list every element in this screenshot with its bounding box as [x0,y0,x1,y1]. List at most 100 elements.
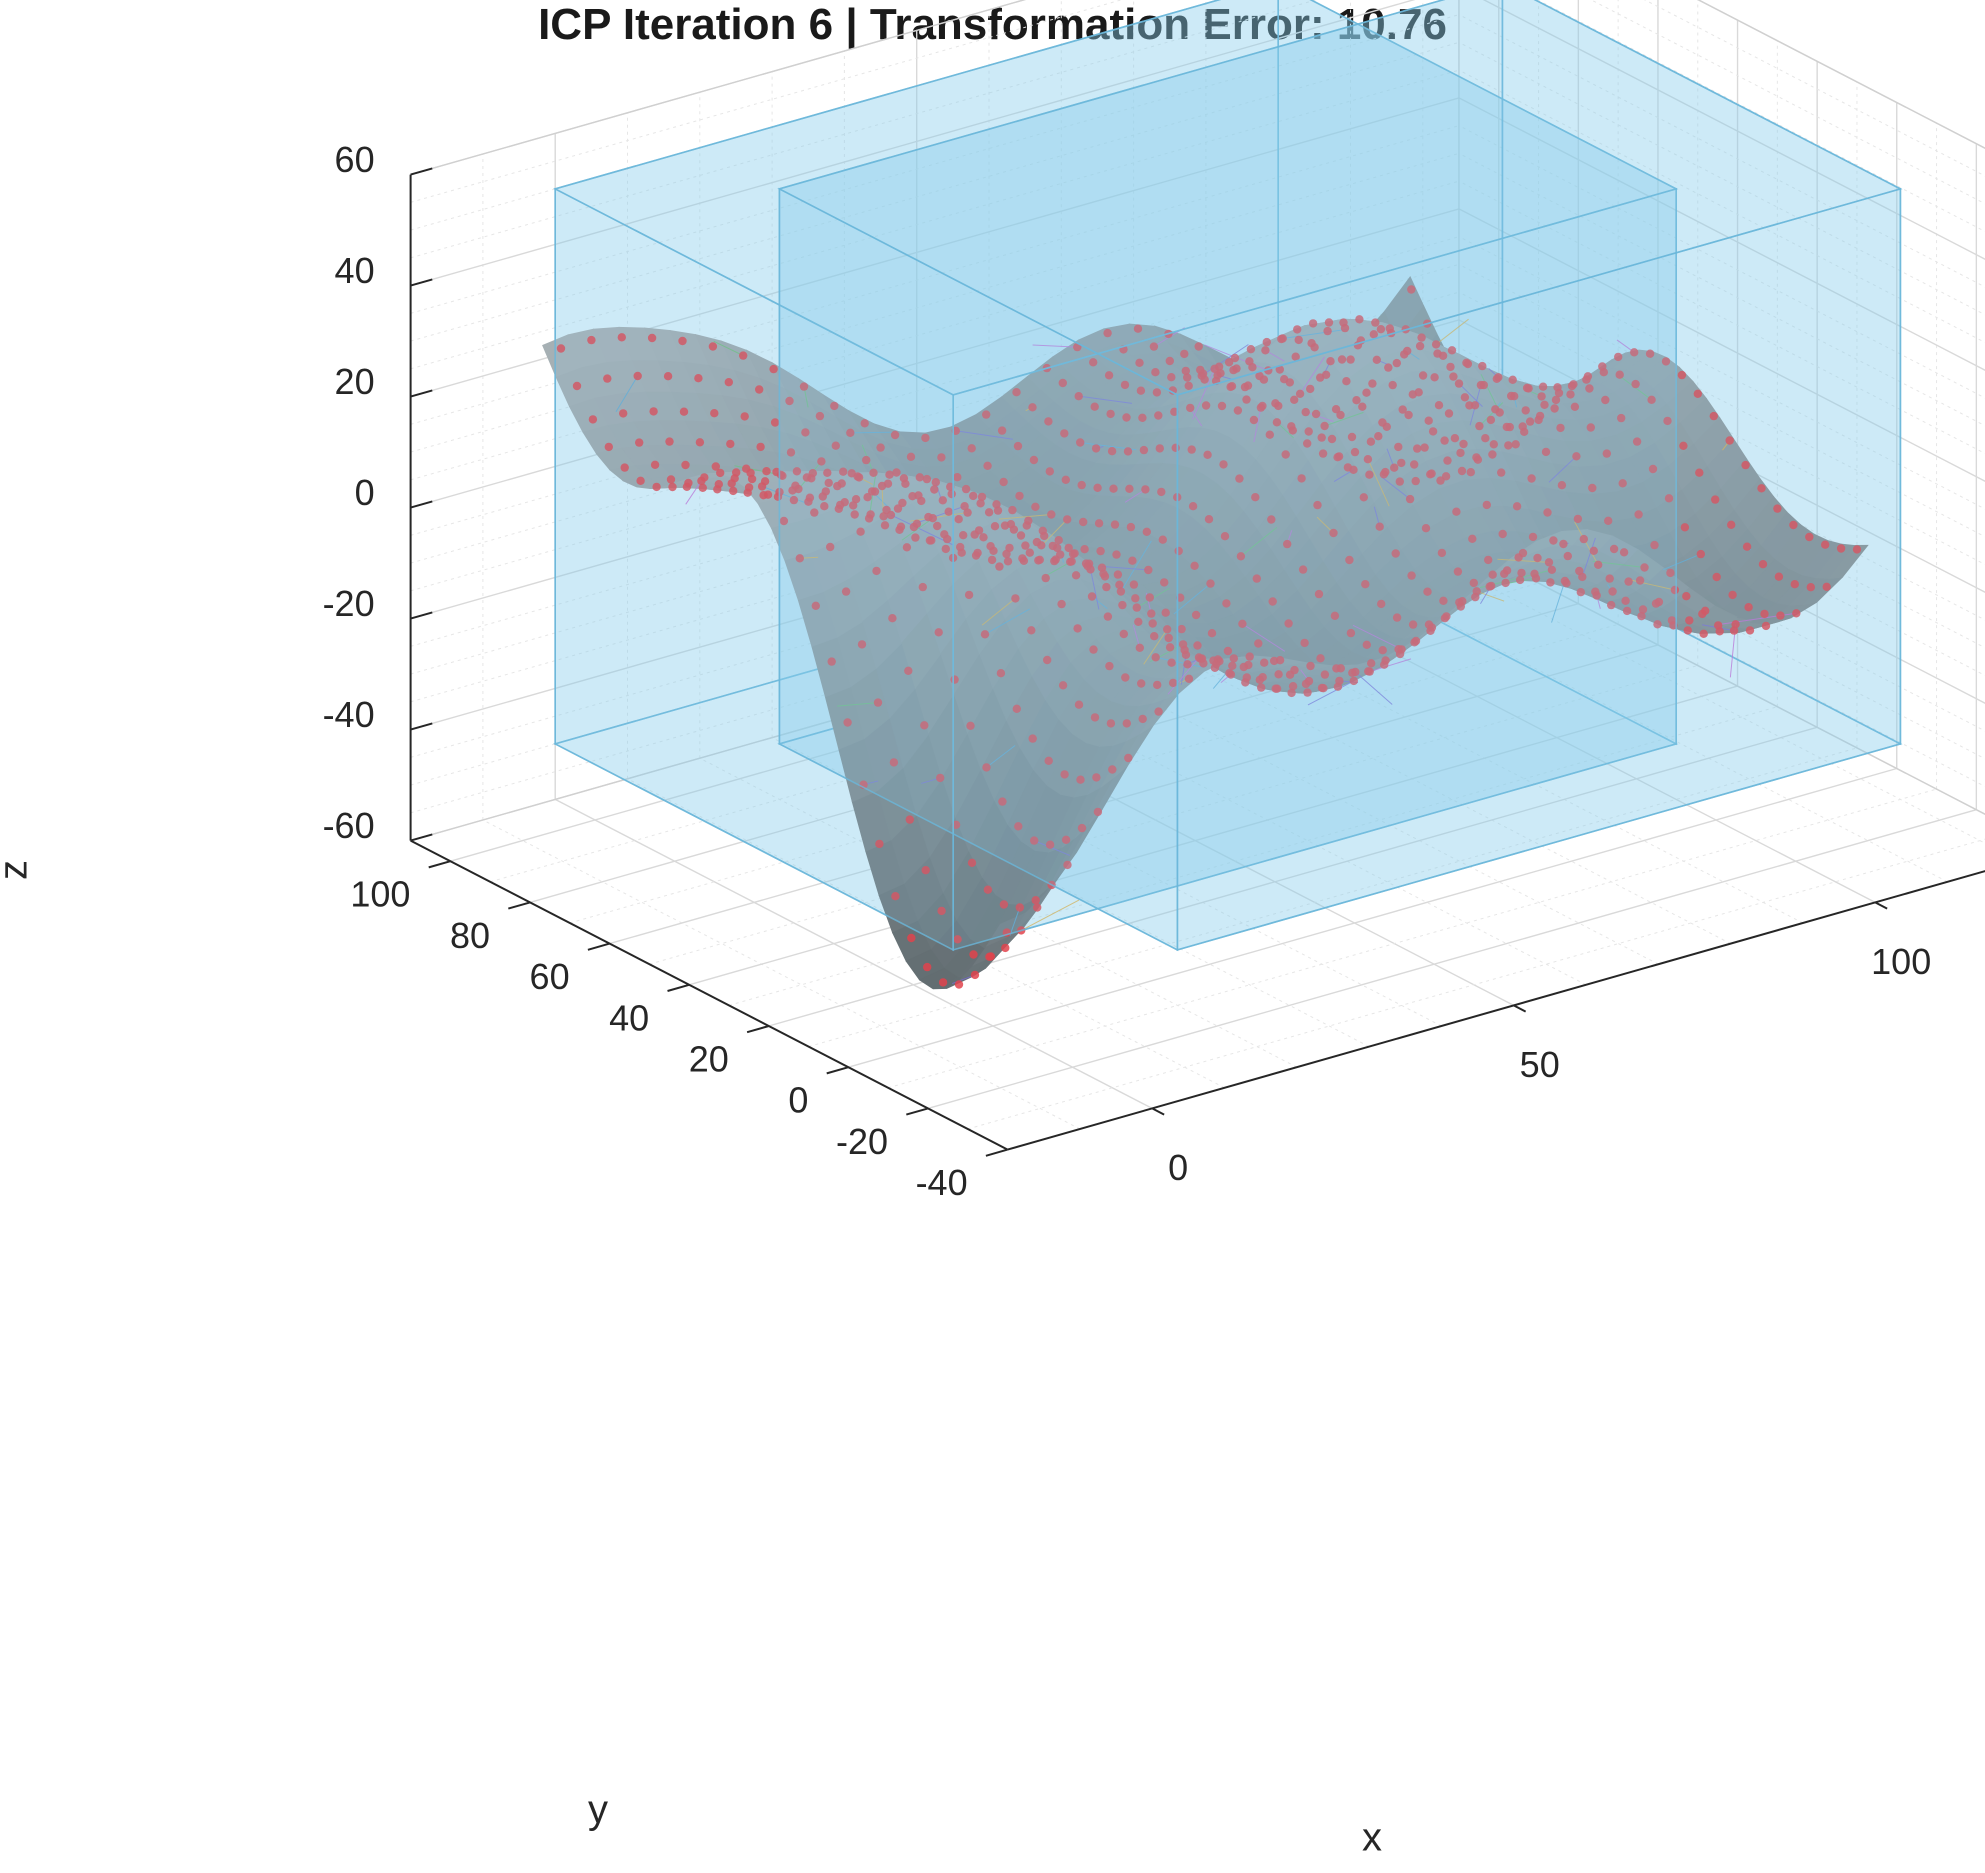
pane-edge [1697,0,1985,149]
correspondence-line [1620,376,1652,401]
x-tick-mark [1874,901,1888,910]
data-point [769,364,778,374]
correspondence-line [1192,368,1216,420]
data-point [1165,356,1175,366]
data-point [801,428,810,437]
data-point [817,457,826,466]
correspondence-line [1548,455,1577,483]
data-point [1071,571,1081,580]
data-point [1025,548,1035,557]
data-point [969,491,978,501]
data-point [888,614,897,623]
correspondence-line [981,597,1016,626]
z-tick-mark [410,611,433,620]
data-point [907,933,916,943]
data-point [1038,526,1048,535]
z-tick-label: -60 [323,805,375,846]
data-point [843,718,852,727]
data-point [1080,545,1089,554]
data-point [1330,611,1340,620]
grid-line [927,809,1977,1110]
z-tick-mark [410,500,433,509]
data-point [556,344,566,353]
data-point [959,531,968,540]
data-point [617,333,626,342]
data-point [1349,676,1359,686]
data-point [1102,582,1111,592]
data-point [839,467,848,476]
grid-line [1590,0,1985,205]
data-point [1139,445,1149,455]
data-point [934,628,943,637]
data-point [1168,678,1178,688]
data-point [856,527,865,536]
data-point [979,533,988,542]
data-point [1048,541,1058,551]
data-point [1028,403,1037,412]
grid-line [1133,634,1731,945]
data-point [992,500,1001,509]
data-point [1121,673,1130,682]
data-point [1000,521,1010,530]
data-point [930,485,939,494]
data-point [1452,507,1461,516]
data-point [980,630,990,639]
data-point [682,482,692,491]
data-point [1090,402,1099,411]
correspondence-line [1102,566,1149,571]
data-point [1012,704,1021,713]
data-point [1329,528,1338,538]
data-point [1060,429,1069,438]
data-point [810,508,819,517]
y-tick-mark [508,901,531,910]
data-point [779,516,789,526]
data-point [908,492,917,501]
data-point [1018,554,1027,563]
data-point [633,371,642,381]
data-point [1453,567,1463,576]
data-point [1594,560,1603,569]
data-point [1188,502,1198,511]
data-point [1246,345,1256,354]
correspondence-line [1253,407,1262,443]
grid-line [1458,291,1985,565]
correspondence-line [1458,383,1483,407]
data-point [1260,658,1269,667]
data-point [885,470,894,479]
bounding-boxes-front [553,0,1903,952]
data-point [1112,550,1121,559]
data-point [820,502,829,511]
data-point [1135,358,1144,367]
data-point [1469,578,1479,588]
correspondence-line [1180,654,1187,685]
data-point [1313,500,1322,510]
data-point [937,906,946,916]
data-point [915,473,924,482]
data-point [1054,536,1063,545]
data-point [1031,896,1040,905]
data-point [1375,522,1384,531]
data-point [960,502,969,511]
correspondence-line [1352,624,1402,650]
data-point [1238,619,1247,628]
data-point [889,758,899,767]
data-point [918,582,927,592]
correspondence-line [1551,580,1566,623]
data-point [1153,680,1162,690]
data-point [1287,688,1296,698]
correspondence-line [1581,537,1596,578]
correspondence-line [1242,623,1286,652]
data-point [983,461,992,470]
data-point [788,486,797,495]
data-point [1220,532,1230,541]
data-point [697,476,706,486]
data-point [893,504,903,513]
grid-line [1458,236,1985,510]
data-point [724,378,733,387]
correspondence-line [1120,540,1152,592]
data-point [1002,549,1011,559]
data-point [987,555,997,565]
x-tick-label: 100 [1871,941,1931,982]
data-point [938,496,947,505]
data-point [933,521,942,531]
